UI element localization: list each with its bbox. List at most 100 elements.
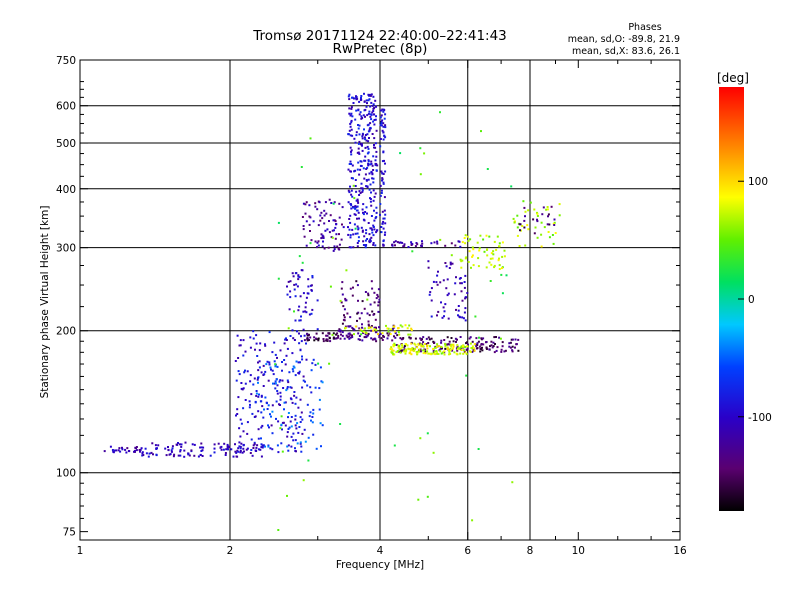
- data-point: [338, 202, 341, 205]
- data-point: [473, 349, 476, 352]
- data-point: [151, 442, 154, 445]
- data-point: [311, 421, 314, 424]
- data-point: [376, 229, 379, 232]
- data-point: [338, 216, 341, 219]
- data-point: [351, 134, 354, 137]
- data-point: [235, 414, 237, 417]
- data-point: [286, 431, 289, 434]
- data-point: [466, 348, 469, 351]
- data-point: [320, 380, 323, 383]
- data-point: [264, 344, 267, 347]
- data-point: [350, 193, 353, 196]
- data-point: [444, 347, 447, 350]
- data-point: [297, 406, 300, 409]
- data-point: [370, 326, 373, 329]
- data-point: [350, 106, 353, 109]
- data-point: [266, 402, 268, 405]
- data-point: [342, 226, 345, 229]
- data-point: [259, 448, 262, 451]
- data-point: [344, 325, 347, 328]
- data-point: [305, 220, 308, 223]
- data-point: [459, 282, 462, 285]
- data-point: [298, 332, 300, 335]
- data-point: [169, 453, 172, 456]
- data-point: [304, 380, 306, 383]
- data-point: [257, 428, 260, 431]
- data-point: [380, 192, 383, 194]
- data-point: [332, 202, 335, 205]
- data-point: [372, 113, 375, 116]
- data-point: [260, 395, 263, 398]
- data-point: [317, 362, 320, 365]
- data-point: [322, 240, 324, 243]
- data-point: [237, 450, 240, 453]
- data-point: [202, 446, 205, 449]
- data-point: [478, 247, 481, 250]
- data-point: [141, 454, 144, 457]
- data-point: [464, 346, 467, 349]
- data-point: [492, 250, 495, 253]
- data-point: [458, 277, 461, 280]
- data-point: [287, 280, 290, 283]
- data-point: [364, 246, 367, 249]
- data-point: [317, 244, 320, 247]
- data-point: [377, 333, 379, 336]
- data-point: [243, 371, 246, 374]
- data-point: [366, 186, 369, 189]
- data-point: [398, 333, 401, 336]
- data-point: [373, 228, 376, 231]
- data-point: [446, 294, 449, 297]
- data-point: [371, 164, 374, 167]
- data-point: [261, 405, 264, 408]
- data-point: [493, 336, 496, 339]
- data-point: [348, 98, 351, 101]
- data-point: [287, 449, 290, 452]
- data-point: [355, 190, 358, 193]
- data-point: [264, 396, 267, 399]
- data-point: [371, 287, 374, 290]
- y-tick-label: 400: [56, 184, 76, 196]
- data-point: [271, 448, 274, 451]
- data-point: [369, 115, 372, 118]
- data-point: [357, 109, 360, 112]
- data-point: [341, 281, 344, 284]
- data-point: [240, 382, 243, 384]
- data-point: [299, 416, 302, 419]
- data-point: [384, 126, 387, 129]
- data-point: [442, 351, 444, 354]
- data-point: [275, 400, 278, 403]
- data-point: [407, 333, 410, 336]
- data-point: [258, 349, 261, 352]
- data-point: [309, 230, 311, 232]
- data-point: [286, 386, 289, 388]
- data-point: [305, 311, 308, 314]
- data-point: [401, 343, 403, 346]
- data-point: [482, 337, 485, 340]
- data-point: [354, 232, 357, 235]
- data-point: [426, 350, 429, 353]
- data-point: [511, 481, 514, 484]
- data-point: [480, 337, 483, 340]
- data-point: [394, 332, 397, 335]
- data-point: [437, 353, 440, 355]
- data-point: [171, 445, 174, 448]
- data-point: [331, 236, 334, 239]
- data-point: [379, 138, 382, 140]
- data-point: [461, 259, 464, 262]
- data-point: [372, 189, 375, 192]
- data-point: [553, 218, 556, 221]
- data-point: [468, 250, 471, 253]
- data-point: [312, 358, 315, 361]
- data-point: [246, 421, 249, 424]
- data-point: [257, 437, 260, 440]
- data-point: [392, 349, 395, 352]
- data-point: [287, 428, 290, 430]
- data-point: [382, 173, 385, 175]
- data-point: [298, 372, 301, 375]
- data-point: [306, 292, 309, 295]
- data-point: [287, 416, 289, 419]
- data-point: [389, 333, 392, 335]
- data-point: [456, 338, 458, 341]
- data-point: [290, 398, 293, 401]
- data-point: [349, 185, 351, 188]
